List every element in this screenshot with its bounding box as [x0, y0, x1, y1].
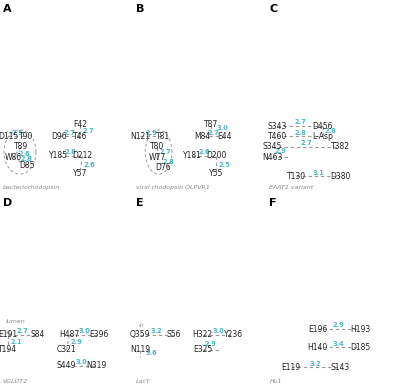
- Text: T81: T81: [156, 132, 170, 141]
- Text: A: A: [3, 3, 11, 14]
- Text: T87: T87: [204, 120, 218, 129]
- Text: E396: E396: [89, 331, 108, 340]
- Text: VGLUT2: VGLUT2: [3, 379, 28, 384]
- Text: 3.2: 3.2: [151, 328, 162, 334]
- Text: W86: W86: [5, 152, 22, 162]
- Text: D96: D96: [51, 132, 66, 141]
- Text: 3.4: 3.4: [333, 341, 345, 347]
- Text: M84: M84: [194, 132, 211, 141]
- Text: T460: T460: [268, 132, 287, 141]
- Text: Y185: Y185: [49, 151, 68, 160]
- Text: 2.7: 2.7: [82, 128, 94, 133]
- Text: LacY: LacY: [136, 379, 150, 384]
- Text: 2.8: 2.8: [162, 159, 174, 165]
- Text: E325: E325: [193, 345, 212, 354]
- Text: 2.9: 2.9: [274, 148, 286, 154]
- Text: D: D: [3, 197, 12, 208]
- Text: 2.7: 2.7: [159, 149, 171, 155]
- Text: 2.9: 2.9: [333, 322, 345, 328]
- Text: D200: D200: [206, 151, 226, 160]
- Text: 2.7: 2.7: [208, 130, 219, 136]
- Text: S345: S345: [262, 142, 282, 151]
- Text: S449: S449: [57, 361, 76, 371]
- Text: Q359: Q359: [130, 331, 150, 340]
- Text: E44: E44: [217, 132, 231, 141]
- Text: F: F: [270, 197, 277, 208]
- Text: D76: D76: [155, 163, 170, 172]
- Text: T382: T382: [330, 142, 350, 151]
- Text: 2.8: 2.8: [20, 156, 32, 162]
- Text: C: C: [270, 3, 278, 14]
- Text: T130: T130: [286, 172, 306, 181]
- Text: Y236: Y236: [224, 331, 243, 340]
- Text: 3.6: 3.6: [145, 350, 157, 356]
- Text: 3.0: 3.0: [216, 125, 228, 132]
- Text: D115: D115: [0, 132, 18, 141]
- Text: viral rhodopsin OLPVR1: viral rhodopsin OLPVR1: [136, 185, 210, 190]
- Text: C321: C321: [57, 345, 76, 354]
- Text: 2.8: 2.8: [325, 128, 337, 134]
- Text: T90: T90: [20, 132, 34, 141]
- Text: 2.5: 2.5: [12, 130, 23, 136]
- Text: 2.1: 2.1: [10, 339, 22, 345]
- Text: T89: T89: [14, 142, 28, 151]
- Text: 2.7: 2.7: [300, 140, 312, 146]
- Text: T194: T194: [0, 345, 18, 354]
- Text: S343: S343: [268, 122, 287, 131]
- Text: B: B: [136, 3, 144, 14]
- Text: 2.7: 2.7: [294, 120, 306, 125]
- Text: H322: H322: [193, 331, 213, 340]
- Text: 2.7: 2.7: [17, 328, 28, 334]
- Text: 3.0: 3.0: [75, 359, 87, 365]
- Text: N319: N319: [86, 361, 106, 371]
- Text: 3.1: 3.1: [312, 170, 324, 176]
- Text: F42: F42: [73, 120, 87, 129]
- Text: Hv1: Hv1: [270, 379, 282, 384]
- Text: 3.0: 3.0: [212, 328, 224, 334]
- Text: S56: S56: [166, 331, 180, 340]
- Text: EAAT1 variant: EAAT1 variant: [270, 185, 314, 190]
- Text: 2.7: 2.7: [63, 130, 75, 136]
- Text: D85: D85: [19, 161, 34, 170]
- Text: N463: N463: [262, 152, 282, 162]
- Text: H193: H193: [350, 324, 370, 334]
- Text: Y57: Y57: [73, 169, 87, 178]
- Text: H140: H140: [307, 343, 328, 352]
- Text: 3.2: 3.2: [310, 361, 321, 367]
- Text: E191: E191: [0, 331, 18, 340]
- Text: 2.9: 2.9: [205, 341, 216, 347]
- Text: N121: N121: [130, 132, 150, 141]
- Text: E196: E196: [308, 324, 327, 334]
- Text: 2.6: 2.6: [83, 161, 95, 168]
- Text: 3.0: 3.0: [78, 328, 90, 334]
- Text: 2.9: 2.9: [70, 339, 82, 345]
- Text: H487: H487: [59, 331, 79, 340]
- Text: S143: S143: [330, 363, 350, 372]
- Text: 2.9: 2.9: [145, 130, 157, 136]
- Text: 2.5: 2.5: [218, 161, 230, 168]
- Text: D185: D185: [350, 343, 370, 352]
- Text: T46: T46: [73, 132, 87, 141]
- Text: D380: D380: [330, 172, 350, 181]
- Text: bacteriorhodopsin: bacteriorhodopsin: [3, 185, 60, 190]
- Text: 2.6: 2.6: [198, 149, 210, 155]
- Text: E: E: [136, 197, 144, 208]
- Text: D456: D456: [312, 122, 333, 131]
- Text: N119: N119: [130, 345, 150, 354]
- Text: 2.8: 2.8: [294, 130, 306, 136]
- Text: lumen: lumen: [5, 319, 25, 324]
- Text: Y55: Y55: [209, 169, 223, 178]
- Text: E119: E119: [281, 363, 300, 372]
- Text: 2.6: 2.6: [19, 151, 30, 157]
- Text: T80: T80: [150, 142, 164, 151]
- Text: W77: W77: [149, 152, 166, 162]
- Text: S84: S84: [30, 331, 44, 340]
- Text: in: in: [5, 330, 11, 335]
- Text: D212: D212: [72, 151, 93, 160]
- Text: Y181: Y181: [182, 151, 202, 160]
- Text: in: in: [138, 323, 144, 328]
- Text: L-Asp: L-Asp: [312, 132, 333, 141]
- Text: 2.6: 2.6: [65, 149, 76, 155]
